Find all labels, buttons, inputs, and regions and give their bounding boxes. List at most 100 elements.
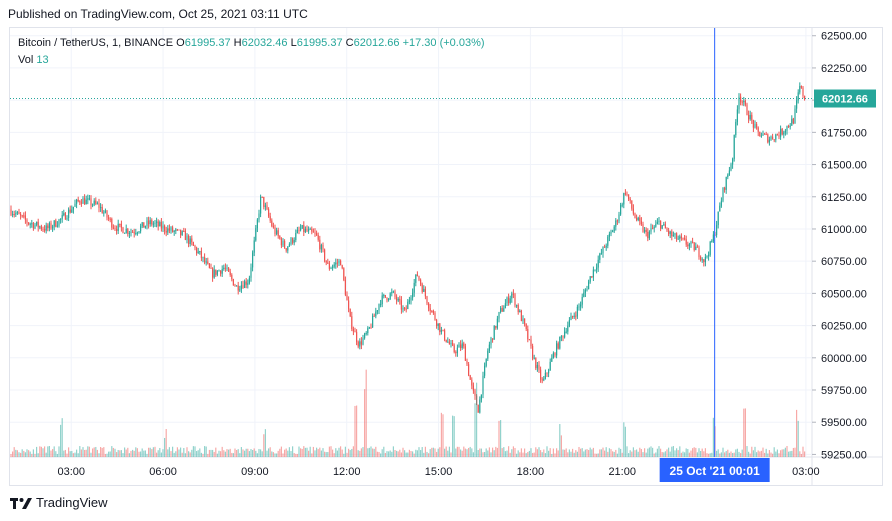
volume-bar [247, 448, 249, 457]
candle-body [52, 226, 54, 229]
candle-body [447, 341, 449, 343]
volume-bar [280, 446, 282, 457]
volume-bar [477, 450, 479, 457]
volume-bar [490, 452, 492, 457]
volume-bar [234, 448, 236, 457]
volume-bar [493, 450, 495, 457]
volume-bar [343, 453, 345, 457]
candle-body [111, 218, 113, 228]
volume-bar [317, 449, 319, 457]
volume-bar [370, 446, 372, 457]
volume-bar [77, 453, 79, 457]
volume-bar [738, 451, 740, 457]
volume-bar [133, 450, 135, 457]
candles [10, 82, 806, 414]
volume-bar [352, 446, 354, 457]
volume-bar [74, 452, 76, 457]
candle-body [764, 133, 766, 135]
volume-bar [23, 450, 25, 457]
volume-bar [650, 446, 652, 457]
candle-body [620, 205, 622, 215]
candle-body [711, 241, 713, 243]
candle-body [197, 251, 199, 253]
candle-body [103, 212, 105, 214]
candle-body [644, 229, 646, 232]
volume-bar [447, 450, 449, 457]
candle-body [164, 225, 166, 231]
volume-bar [200, 452, 202, 457]
candle-body [37, 221, 39, 228]
candle-body [383, 294, 385, 296]
volume-bar [71, 450, 73, 457]
candle-body [775, 134, 777, 140]
volume-bar [136, 448, 138, 457]
candle-body [804, 95, 806, 100]
chart-area[interactable] [9, 27, 883, 486]
candle-body [452, 343, 454, 346]
candle-body [176, 229, 178, 231]
volume-bar [87, 446, 89, 457]
volume-bar [24, 452, 26, 457]
candle-body [12, 214, 14, 216]
volume-bar [749, 453, 751, 457]
candle-body [703, 259, 705, 263]
volume-bar [442, 414, 444, 457]
candle-body [224, 267, 226, 269]
volume-bar [754, 446, 756, 457]
volume-bar [472, 452, 474, 457]
candle-body [336, 262, 338, 264]
candle-body [546, 372, 548, 374]
candle-body [370, 327, 372, 329]
candle-body [704, 257, 706, 263]
volume-bar [101, 447, 103, 457]
y-tick-label: 60500.00 [821, 288, 867, 300]
volume-bar [181, 452, 183, 457]
candle-body [548, 370, 550, 374]
candle-body [104, 210, 106, 213]
volume-bar [573, 452, 575, 457]
candle-body [671, 231, 673, 237]
candle-body [55, 220, 57, 227]
volume-bar [316, 447, 318, 457]
volume-bar [698, 448, 700, 457]
candle-body [461, 343, 463, 349]
candle-body [492, 338, 494, 340]
volume-bar [218, 450, 220, 457]
candle-body [418, 276, 420, 280]
volume-bar [570, 451, 572, 457]
chart-legend: Bitcoin / TetherUS, 1, BINANCE O61995.37… [18, 35, 485, 69]
volume-bar [578, 446, 580, 457]
candle-body [434, 312, 436, 320]
candle-body [674, 233, 676, 236]
volume-bar [416, 450, 418, 457]
candle-body [559, 336, 561, 349]
candle-body [362, 338, 364, 345]
volume-bar [799, 451, 801, 457]
volume-bar [55, 451, 57, 457]
candle-body [58, 219, 60, 226]
volume-bar [448, 446, 450, 457]
candle-body [216, 270, 218, 275]
volume-bar [76, 449, 78, 457]
volume-bar [338, 447, 340, 457]
volume-bar [122, 453, 124, 457]
candle-body [218, 270, 220, 272]
candle-body [348, 300, 350, 309]
volume-bar [311, 453, 313, 457]
volume-bar [752, 450, 754, 457]
volume-bar [732, 452, 734, 457]
volume-bar [556, 448, 558, 457]
candle-body [484, 365, 486, 376]
candle-body [680, 236, 682, 239]
legend-symbol: Bitcoin / TetherUS, 1, BINANCE [18, 37, 174, 49]
volume-bar [15, 449, 17, 457]
candle-body [205, 261, 207, 263]
candle-body [589, 276, 591, 282]
candle-body [642, 224, 644, 232]
y-tick-label: 59500.00 [821, 417, 867, 429]
candle-body [95, 200, 97, 204]
crosshair-date-label: 25 Oct '21 00:01 [670, 464, 761, 478]
legend-low-value: 61995.37 [296, 37, 343, 49]
candle-body [408, 300, 410, 302]
